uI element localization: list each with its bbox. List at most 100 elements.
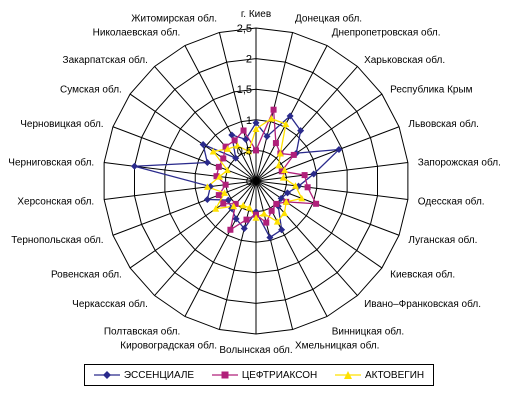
data-point (245, 147, 253, 155)
grid-spoke (129, 180, 257, 269)
category-label: Днепропетровская обл. (332, 27, 441, 39)
grid-spoke (218, 32, 257, 182)
grid-spoke (255, 180, 408, 200)
data-point (228, 131, 236, 139)
data-point (130, 162, 138, 170)
category-label: Луганская обл. (408, 234, 477, 246)
data-point (216, 173, 224, 180)
data-point (272, 140, 279, 147)
data-point (253, 147, 259, 154)
data-point (335, 146, 343, 154)
data-point (232, 215, 240, 223)
data-point (290, 151, 297, 158)
data-point (279, 174, 287, 181)
data-point (252, 125, 260, 132)
data-point (222, 181, 229, 188)
grid-spoke (154, 66, 257, 182)
grid-spoke (255, 162, 408, 182)
data-point (291, 182, 299, 189)
chart-legend: ЭССЕНЦИАЛЕ ЦЕФТРИАКСОН АКТОВЕГИН (84, 364, 434, 386)
data-point (232, 200, 239, 207)
legend-label: ЭССЕНЦИАЛЕ (123, 369, 195, 381)
data-point (280, 209, 288, 217)
tick-label: 0 (246, 176, 252, 188)
data-point (301, 172, 308, 179)
data-point (242, 135, 250, 143)
data-point (252, 214, 260, 221)
category-label: Запорожская обл. (418, 156, 501, 168)
tick-label: 2,5 (237, 23, 252, 35)
grid-spoke (184, 180, 257, 317)
category-label: Ровенская обл. (51, 269, 122, 281)
category-label: Черкасская обл. (72, 298, 148, 310)
data-point (231, 137, 238, 144)
data-point (234, 142, 242, 149)
data-point (203, 159, 211, 167)
category-label: Харьковская обл. (364, 54, 445, 66)
data-point (230, 202, 238, 210)
data-point (263, 132, 271, 140)
grid-spoke (104, 180, 257, 200)
data-point (224, 196, 232, 204)
data-point (268, 207, 275, 214)
category-label: Волынская обл. (219, 344, 292, 356)
category-label: Черновицкая обл. (20, 118, 103, 130)
data-point (313, 200, 320, 207)
data-point (215, 163, 222, 170)
data-point (281, 166, 289, 174)
data-point (224, 145, 232, 152)
data-point (273, 200, 280, 207)
grid-spoke (255, 45, 328, 182)
category-label: Житомирская обл. (131, 13, 217, 25)
category-label: Херсонская обл. (17, 196, 94, 208)
legend-item-aktovegin: АКТОВЕГИН (335, 370, 424, 381)
grid-spoke (255, 180, 328, 317)
category-label: Сумская обл. (60, 83, 122, 95)
tick-label: 0,5 (237, 145, 252, 157)
grid-spoke (184, 45, 257, 182)
data-point (310, 170, 318, 178)
grid-spoke (255, 180, 358, 296)
grid-spoke (255, 66, 358, 182)
data-point (203, 195, 211, 203)
category-label: Винницкая обл. (332, 325, 404, 337)
data-point (278, 226, 286, 234)
category-label: Киевская обл. (390, 269, 455, 281)
category-label: Одесская обл. (418, 196, 485, 208)
data-point (203, 183, 211, 190)
data-point (215, 192, 222, 199)
legend-label: ЦЕФТРИАКСОН (241, 369, 318, 381)
data-point (263, 219, 270, 226)
data-point (221, 189, 229, 196)
grid-spoke (112, 126, 257, 182)
legend-item-esentsiale: ЭССЕНЦИАЛЕ (93, 369, 195, 381)
tick-label: 1 (246, 115, 252, 127)
grid-spoke (255, 180, 294, 330)
category-label: Республика Крым (390, 83, 473, 95)
data-point (298, 194, 306, 202)
data-point (240, 127, 247, 134)
data-point (275, 161, 283, 169)
category-label: Николаевская обл. (93, 27, 181, 39)
data-point (282, 198, 290, 205)
data-point (220, 155, 227, 162)
data-point (304, 184, 311, 191)
grid-spoke (129, 93, 257, 182)
data-point (267, 115, 275, 122)
data-point (270, 106, 277, 113)
grid-spoke (154, 180, 257, 296)
data-point (212, 205, 220, 212)
data-point (273, 218, 281, 225)
data-point (240, 225, 248, 233)
data-point (213, 173, 220, 180)
data-point (220, 200, 227, 207)
category-label: Тернопольская обл. (11, 234, 103, 246)
data-point (282, 120, 290, 128)
data-point (223, 166, 231, 174)
data-point (266, 233, 274, 241)
data-point (243, 216, 250, 223)
data-point (222, 143, 229, 150)
legend-item-ceftriakson: ЦЕФТРИАКСОН (211, 369, 318, 381)
category-label: Черниговская обл. (8, 156, 94, 168)
